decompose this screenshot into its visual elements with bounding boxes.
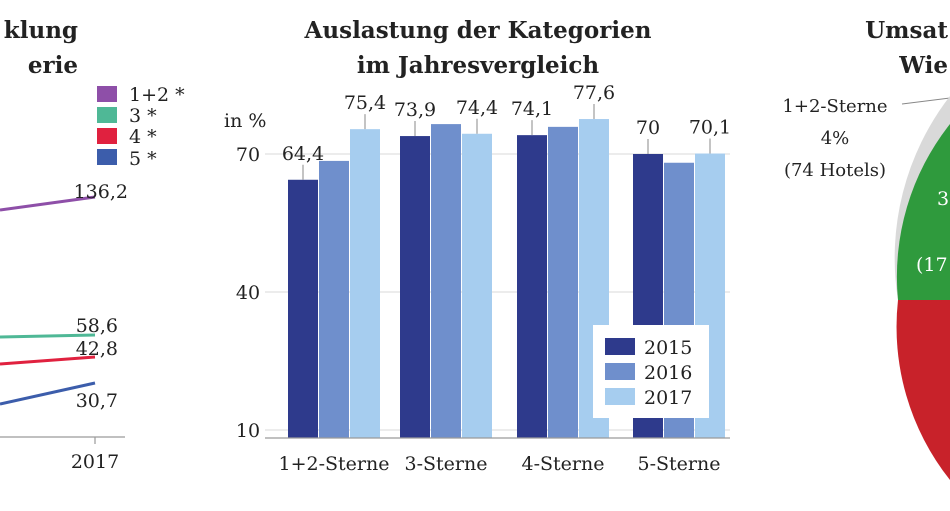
bar-legend-label-2017: 2017 [644,387,692,409]
data-label-2017-2: 77,6 [573,82,615,104]
line-series-3 [0,333,96,339]
line-series-5 [0,381,96,406]
pie-slices [894,96,950,480]
category-label-2: 4-Sterne [522,453,605,475]
bar-chart-category-labels: 1+2-Sterne 3-Sterne 4-Sterne 5-Sterne [279,453,721,475]
pie-annotation-line2: 4% [821,128,850,149]
legend-swatch-4 [97,128,117,144]
line-series-4 [0,355,96,366]
bar-legend-label-2016: 2016 [644,362,692,384]
bar-legend-swatch-2016 [605,363,635,380]
bar-2015-1 [400,136,430,438]
right-chart: Umsat Wie 1+2-Sterne 4% (74 Hotels) 3 (1… [782,17,950,480]
pie-annotation-leader [901,97,950,105]
pie-annotation-line3: (74 Hotels) [784,160,886,181]
legend-swatch-3 [97,107,117,123]
data-label-2015-0: 64,4 [282,143,324,165]
legend-swatch-12 [97,86,117,102]
data-label-2015-1: 73,9 [394,99,436,121]
left-chart-title-line1: klung [4,17,78,44]
left-chart-title-line2: erie [28,52,78,79]
pie-slice-label-count: (17 [916,254,948,276]
pie-annotation-line1: 1+2-Sterne [782,96,887,117]
legend-label-4: 4 * [129,126,157,148]
bar-2015-0 [288,179,318,438]
line-end-label-3: 58,6 [76,315,118,337]
category-label-3: 5-Sterne [638,453,721,475]
data-label-2015-2: 74,1 [511,98,553,120]
middle-chart-title-line2: im Jahresvergleich [357,52,600,79]
data-label-2017-1: 74,4 [456,97,498,119]
data-label-2017-0: 75,4 [344,92,386,114]
y-axis-unit-label: in % [224,110,266,132]
left-legend: 1+2 * 3 * 4 * 5 * [97,84,185,170]
left-x-label-2017: 2017 [71,451,119,473]
bar-legend-swatch-2017 [605,388,635,405]
pie-slice-3-sterne [896,124,950,300]
middle-chart-title-line1: Auslastung der Kategorien [304,17,652,44]
legend-swatch-5 [97,149,117,165]
line-series-12 [0,195,96,212]
bar-chart-data-labels: 64,4 75,4 73,9 74,4 74,1 77,6 70 70,1 [282,82,731,180]
line-end-label-5: 30,7 [76,390,118,412]
y-tick-label-70: 70 [236,144,260,166]
legend-label-5: 5 * [129,148,157,170]
bar-2016-2 [548,126,578,439]
middle-chart: Auslastung der Kategorien im Jahresvergl… [224,17,731,475]
line-end-label-12: 136,2 [74,181,128,203]
right-chart-title-line2: Wie [898,52,948,79]
data-label-2015-3: 70 [636,117,660,139]
bar-2015-2 [517,135,547,438]
pie-slice-label-3: 3 [937,188,949,210]
bar-legend-label-2015: 2015 [644,337,692,359]
bar-legend: 2015 2016 2017 [593,325,709,418]
category-label-0: 1+2-Sterne [279,453,390,475]
bar-2016-1 [431,124,461,438]
bar-2016-0 [319,160,349,438]
pie-slice-4-sterne [896,300,950,480]
data-label-2017-3: 70,1 [689,117,731,139]
legend-label-3: 3 * [129,105,157,127]
bar-2017-0 [350,129,380,438]
line-end-label-4: 42,8 [76,338,118,360]
bar-2017-1 [462,133,492,438]
y-tick-label-10: 10 [236,420,260,442]
bar-legend-swatch-2015 [605,338,635,355]
legend-label-12: 1+2 * [129,84,185,106]
y-tick-label-40: 40 [236,282,260,304]
left-chart: klung erie 1+2 * 3 * 4 * 5 * 2017 136,2 … [0,17,185,473]
category-label-1: 3-Sterne [405,453,488,475]
right-chart-title-line1: Umsat [865,17,948,44]
